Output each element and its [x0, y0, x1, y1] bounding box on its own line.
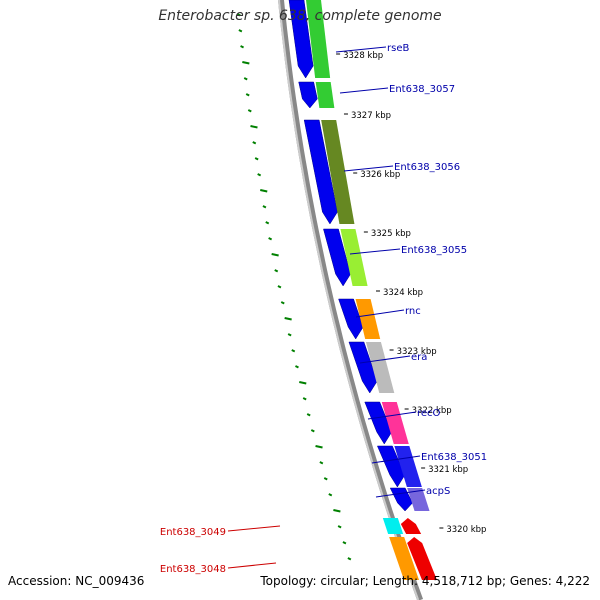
tick-label: 3328 kbp	[343, 51, 383, 61]
forward-gene-arrow	[323, 228, 351, 287]
forward-gene-arrow	[364, 401, 393, 445]
gc-skew-mark	[277, 285, 282, 289]
gc-skew-mark	[271, 253, 279, 257]
gc-skew-mark	[243, 77, 248, 81]
leader-line	[343, 165, 394, 172]
gene-label-right: Ent638_3051	[421, 452, 487, 463]
gc-skew-mark	[333, 509, 341, 513]
tick-label: 3321 kbp	[428, 465, 468, 475]
gc-skew-mark	[236, 13, 241, 17]
reverse-gene-arrow	[407, 537, 438, 580]
gc-skew-mark	[302, 397, 307, 401]
leader-line	[371, 455, 421, 464]
gc-skew-mark	[342, 541, 347, 545]
reverse-gene-arrow	[400, 518, 422, 534]
gc-skew-mark	[268, 237, 273, 241]
forward-gene-arrow	[338, 298, 364, 340]
leader-line	[335, 46, 387, 53]
gc-skew-mark	[252, 141, 257, 145]
cog-color-block	[394, 446, 422, 487]
tick-label: 3327 kbp	[351, 111, 391, 121]
gc-skew-mark	[242, 61, 250, 65]
map-title: Enterobacter sp. 638, complete genome	[158, 8, 442, 24]
reverse-cog-block	[389, 537, 420, 580]
gene-labels: rseB Ent638_3057 Ent638_3056 Ent638_3055rnc…	[160, 43, 487, 575]
gc-skew-mark	[254, 157, 259, 161]
leader-line	[359, 355, 411, 364]
tick-label: 3326 kbp	[360, 170, 400, 180]
gc-skew-mark	[250, 125, 258, 129]
gc-skew-mark	[280, 301, 285, 305]
cog-color-block	[321, 120, 355, 224]
cog-color-block	[407, 488, 430, 511]
accession-text: Accession: NC_009436	[8, 574, 145, 588]
leader-line	[349, 248, 401, 255]
cog-color-block	[381, 402, 409, 444]
gene-label-right: recO	[417, 408, 441, 419]
backbone-track	[278, 0, 424, 600]
gene-label-right: era	[411, 352, 427, 363]
cog-color-block	[355, 299, 381, 339]
gene-label-right: rnc	[405, 306, 421, 317]
gene-label-left: Ent638_3048	[160, 564, 226, 575]
gc-skew-mark	[328, 493, 333, 497]
gc-skew-mark	[274, 269, 279, 273]
tick-label: 3323 kbp	[397, 347, 437, 357]
gc-skew-mark	[315, 445, 323, 449]
gc-skew-mark	[347, 557, 352, 561]
leader-line	[227, 525, 281, 532]
gc-skew-mark	[245, 93, 250, 97]
backbone-line	[278, 0, 424, 600]
gene-label-left: Ent638_3049	[160, 527, 226, 538]
gene-label-right: rseB	[387, 43, 409, 54]
tick-label: 3322 kbp	[412, 406, 452, 416]
forward-gene-arrow	[298, 81, 318, 109]
gene-label-right: acpS	[426, 486, 450, 497]
gc-skew-mark	[295, 365, 299, 369]
gc-skew-mark	[337, 525, 342, 529]
gc-skew-mark	[284, 317, 292, 321]
cog-color-block	[340, 229, 368, 286]
tick-label: 3320 kbp	[446, 525, 486, 535]
forward-gene-arrow	[288, 0, 314, 79]
gc-skew-mark	[319, 461, 324, 465]
gene-label-right: Ent638_3056	[394, 162, 460, 173]
cog-color-block	[306, 0, 331, 78]
gene-tracks	[288, 0, 438, 580]
gc-skew-mark	[306, 413, 311, 417]
genome-summary: Topology: circular; Length: 4,518,712 bp…	[260, 574, 590, 588]
leader-line	[339, 87, 389, 94]
leader-line	[227, 562, 277, 569]
gc-skew-mark	[287, 333, 292, 337]
leader-line	[367, 411, 417, 420]
leader-line	[355, 309, 405, 318]
forward-gene-arrow	[303, 119, 338, 225]
gc-skew-mark	[310, 429, 315, 433]
tick-labels: 3328 kbp 3327 kbp 3326 kbp 3325 kbp 3324 kbp…	[336, 51, 486, 535]
leader-line	[375, 489, 426, 498]
gc-skew-mark	[240, 45, 245, 49]
forward-gene-arrow	[348, 341, 378, 394]
gc-skew-mark	[257, 173, 262, 177]
gc-skew-track	[236, 13, 352, 561]
gc-skew-mark	[299, 381, 307, 385]
gc-skew-mark	[247, 109, 252, 113]
gc-skew-mark	[238, 29, 243, 33]
gc-skew-mark	[291, 349, 296, 353]
tick-label: 3325 kbp	[371, 229, 411, 239]
gc-skew-mark	[265, 221, 270, 225]
gc-skew-mark	[323, 477, 328, 481]
tick-label: 3324 kbp	[383, 288, 423, 298]
gc-skew-mark	[260, 189, 268, 193]
reverse-cog-block	[382, 518, 404, 534]
backbone-highlight	[278, 0, 420, 600]
cog-color-block	[365, 342, 395, 393]
gene-label-right: Ent638_3057	[389, 84, 455, 95]
forward-gene-arrow	[376, 445, 406, 488]
gc-skew-mark	[262, 205, 267, 209]
gene-label-right: Ent638_3055	[401, 245, 467, 256]
cog-color-block	[315, 82, 335, 108]
